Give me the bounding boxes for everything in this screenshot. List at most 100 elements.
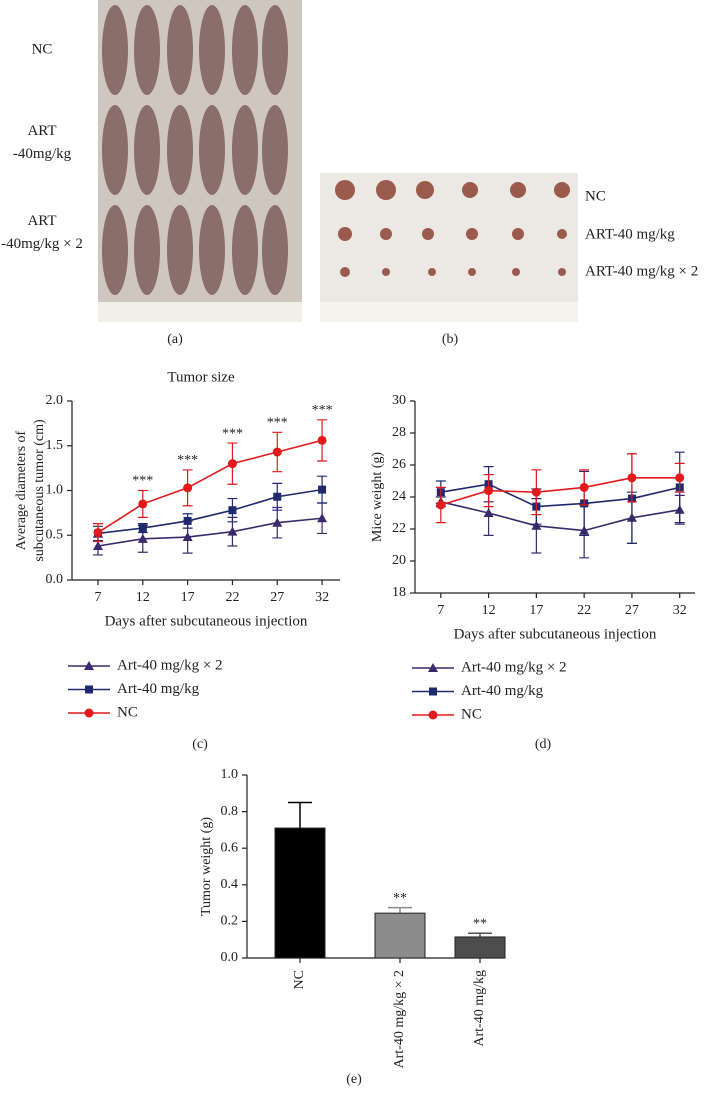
photo-b (320, 173, 578, 322)
y-axis-label: Mice weight (g) (370, 452, 385, 543)
y-tick-label: 0.0 (46, 572, 64, 587)
photo-row-label: -40mg/kg (13, 146, 72, 162)
y-tick-label: 20 (392, 553, 406, 568)
x-tick-label: 32 (673, 603, 687, 618)
data-point (484, 486, 494, 496)
y-tick-label: 1.5 (46, 438, 64, 453)
x-tick-label: 22 (577, 603, 591, 618)
data-point (317, 435, 327, 445)
x-tick-label: 12 (482, 603, 496, 618)
photo-row-label: ART-40 mg/kg (585, 226, 675, 242)
data-point (182, 532, 193, 542)
y-tick-label: 1.0 (46, 483, 64, 498)
y-tick-label: 2.0 (46, 393, 64, 408)
y-tick-label: 30 (392, 393, 406, 408)
panel-label: (d) (535, 737, 552, 752)
photo-row-label: ART-40 mg/kg × 2 (585, 263, 698, 279)
ruler (98, 302, 302, 322)
panel-label: (c) (192, 737, 208, 752)
photo-row-label: ART (27, 213, 56, 229)
y-tick-label: 26 (392, 457, 406, 472)
x-axis-label: Days after subcutaneous injection (454, 626, 657, 642)
mice (102, 5, 288, 295)
y-axis-label: Tumor weight (g) (199, 817, 214, 916)
chart-title: Tumor size (167, 369, 235, 385)
panel-label: (b) (442, 332, 459, 347)
x-tick-label: 22 (225, 590, 239, 605)
x-tick-label: Art-40 mg/kg (472, 970, 487, 1047)
annotation: *** (177, 453, 198, 468)
ruler (320, 302, 578, 322)
photo-background (320, 173, 578, 322)
x-axis-label: Days after subcutaneous injection (105, 613, 308, 629)
y-tick-label: 22 (392, 521, 406, 536)
series-line (440, 483, 680, 508)
x-tick-label: Art-40 mg/kg × 2 (392, 970, 407, 1069)
photo-a (98, 0, 302, 322)
series-line (97, 488, 323, 535)
data-point (228, 506, 237, 515)
x-tick-label: 32 (315, 590, 329, 605)
data-point (272, 447, 282, 457)
x-tick-label: 12 (136, 590, 150, 605)
x-tick-label: 17 (529, 603, 543, 618)
x-tick-label: NC (292, 970, 307, 989)
legend-label: Art-40 mg/kg (461, 683, 544, 699)
photo-row-label: NC (32, 41, 53, 57)
data-point (531, 520, 542, 530)
y-tick-label: 0.8 (221, 804, 239, 819)
photo-row-label: NC (585, 188, 606, 204)
y-tick-label: 24 (392, 489, 406, 504)
legend-marker (84, 661, 94, 670)
x-tick-label: 7 (437, 603, 444, 618)
legend-label: Art-40 mg/kg × 2 (461, 659, 567, 675)
data-point (93, 528, 103, 538)
data-point (138, 499, 148, 509)
data-point (183, 483, 193, 493)
bar (274, 827, 326, 959)
annotation: *** (222, 426, 243, 441)
data-point (273, 492, 282, 501)
data-point (138, 524, 147, 533)
legend-marker (84, 708, 94, 718)
tumors (335, 180, 570, 277)
legend-label: Art-40 mg/kg × 2 (117, 657, 223, 673)
annotation: *** (132, 474, 153, 489)
data-point (627, 473, 637, 483)
error-bar (468, 932, 492, 937)
legend-marker (429, 687, 437, 696)
y-axis-label: subcutaneous tumor (cm) (32, 419, 47, 562)
annotation: *** (312, 403, 333, 418)
series-line (440, 477, 680, 506)
data-point (227, 459, 237, 469)
x-tick-label: 27 (625, 603, 639, 618)
y-tick-label: 0.2 (221, 914, 239, 929)
data-point (272, 517, 283, 527)
photo-row-label: ART (27, 123, 56, 139)
data-point (531, 487, 541, 497)
series-line (440, 501, 680, 532)
panel-label: (a) (167, 332, 183, 347)
y-tick-label: 0.6 (221, 840, 239, 855)
y-tick-label: 0.0 (221, 950, 239, 965)
x-tick-label: 17 (181, 590, 195, 605)
y-tick-label: 0.4 (221, 877, 239, 892)
data-point (137, 533, 148, 543)
data-point (579, 482, 589, 492)
bar (374, 912, 426, 959)
legend-marker (428, 710, 438, 720)
data-point (318, 485, 327, 494)
y-tick-label: 0.5 (46, 527, 64, 542)
series-line (97, 517, 323, 547)
data-point (436, 500, 446, 510)
data-point (317, 513, 328, 523)
annotation: ** (473, 917, 487, 932)
data-point (675, 473, 685, 483)
x-tick-label: 7 (94, 590, 101, 605)
y-tick-label: 18 (392, 585, 406, 600)
photo-row-label: -40mg/kg × 2 (1, 236, 83, 252)
error-bar (288, 801, 312, 829)
data-point (92, 540, 103, 550)
y-tick-label: 28 (392, 425, 406, 440)
